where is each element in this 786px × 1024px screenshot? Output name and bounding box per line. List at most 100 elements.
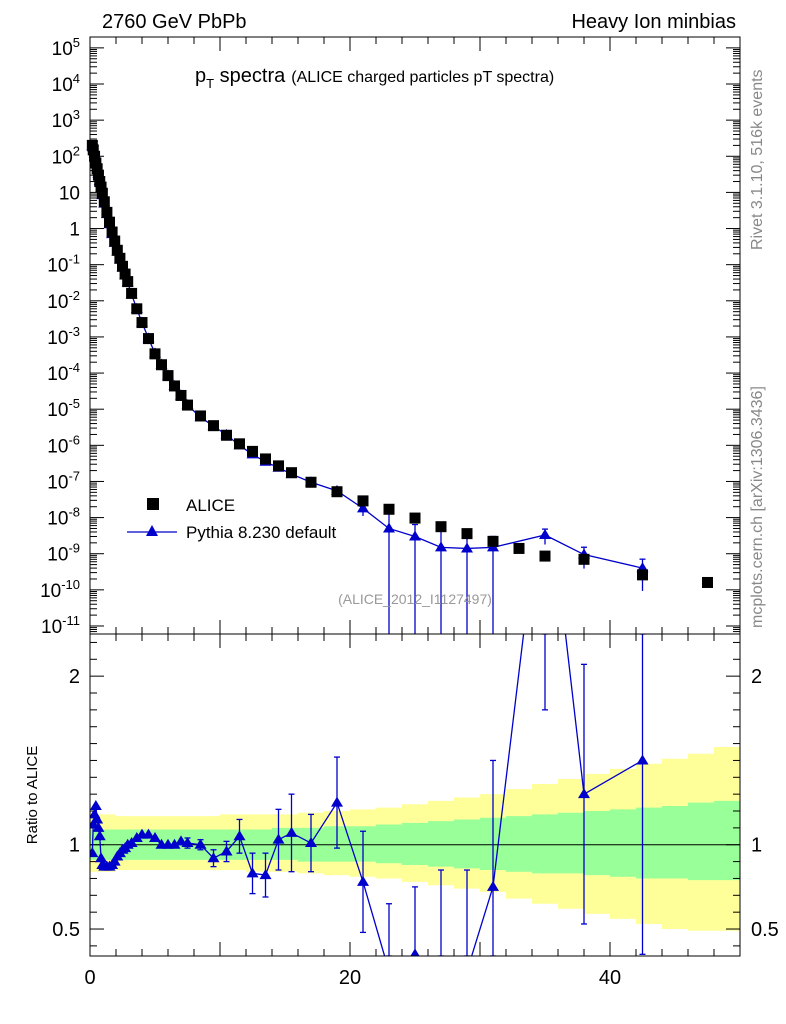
mc-point bbox=[409, 530, 421, 541]
header-right: Heavy Ion minbias bbox=[571, 11, 736, 33]
data-point bbox=[702, 576, 713, 588]
y-tick-label: 104 bbox=[52, 71, 80, 96]
data-point bbox=[169, 380, 180, 392]
data-point bbox=[114, 252, 126, 264]
ratio-point bbox=[578, 788, 590, 799]
legend-mc-label: Pythia 8.230 default bbox=[186, 523, 337, 542]
data-point bbox=[156, 359, 167, 371]
ratio-point bbox=[383, 965, 395, 975]
ratio-point bbox=[410, 948, 420, 956]
data-point bbox=[221, 429, 232, 441]
y-tick-label: 10-10 bbox=[40, 577, 80, 602]
ratio-plot-frame bbox=[89, 633, 741, 957]
y-tick-label: 102 bbox=[52, 143, 80, 168]
data-point bbox=[435, 521, 447, 533]
mc-point bbox=[461, 542, 473, 553]
ratio-point bbox=[357, 875, 369, 886]
data-point bbox=[111, 244, 123, 256]
data-point bbox=[96, 187, 108, 199]
data-point bbox=[131, 303, 143, 315]
ratio-point bbox=[435, 965, 447, 975]
y-tick-label: 10-11 bbox=[41, 613, 80, 638]
data-point bbox=[92, 169, 104, 181]
x-tick-label: 0 bbox=[84, 967, 95, 989]
data-point bbox=[409, 512, 421, 524]
data-point bbox=[383, 503, 395, 515]
data-point bbox=[305, 476, 317, 488]
data-point bbox=[195, 410, 206, 422]
ratio-point bbox=[636, 754, 649, 765]
data-point bbox=[234, 438, 245, 450]
ratio-point bbox=[130, 831, 143, 842]
y-tick-label: 10-1 bbox=[47, 252, 80, 277]
ratio-point bbox=[331, 796, 343, 807]
data-point bbox=[109, 235, 121, 247]
ratio-point bbox=[220, 845, 233, 856]
ratio-y-tick-label-right: 1 bbox=[751, 835, 762, 857]
data-point bbox=[182, 399, 193, 411]
ratio-point bbox=[259, 869, 272, 880]
data-point bbox=[637, 569, 648, 581]
ratio-point bbox=[168, 838, 181, 849]
y-tick-label: 10-5 bbox=[47, 396, 80, 421]
data-point bbox=[119, 268, 131, 280]
ratio-point bbox=[125, 837, 138, 848]
rivet-label: Rivet 3.1.10, 516k events bbox=[749, 69, 766, 250]
y-tick-label: 10-4 bbox=[47, 360, 80, 385]
mc-point bbox=[357, 502, 369, 513]
ratio-point bbox=[93, 830, 106, 841]
header-left: 2760 GeV PbPb bbox=[102, 11, 247, 33]
axis-ticks: 0 20 4010510410310210110-110-210-310-410-5… bbox=[40, 35, 779, 989]
y-tick-label: 10-3 bbox=[47, 324, 80, 349]
data-point bbox=[126, 287, 138, 299]
ratio-point bbox=[194, 838, 207, 849]
data-point bbox=[98, 196, 110, 208]
legend: ALICE Pythia 8.230 default bbox=[127, 496, 337, 542]
ratio-y-tick-label-right: 2 bbox=[751, 666, 762, 688]
ratio-point bbox=[539, 451, 551, 461]
data-point bbox=[95, 181, 107, 193]
mc-ratio-series bbox=[90, 451, 649, 975]
mc-point bbox=[383, 522, 395, 533]
ratio-point bbox=[91, 813, 104, 824]
ratio-point bbox=[175, 835, 187, 846]
data-point bbox=[247, 445, 258, 457]
legend-data-label: ALICE bbox=[186, 496, 235, 515]
plot-title: pT spectra (ALICE charged particles pT sp… bbox=[195, 65, 554, 91]
ratio-point bbox=[181, 837, 194, 848]
ratio-y-label: Ratio to ALICE bbox=[24, 746, 41, 844]
data-point bbox=[357, 495, 369, 507]
data-point bbox=[117, 260, 128, 272]
data-point bbox=[162, 370, 174, 382]
data-point bbox=[513, 542, 525, 554]
data-point bbox=[136, 317, 148, 329]
ratio-y-tick-label-right: 0.5 bbox=[751, 919, 779, 941]
data-point bbox=[461, 528, 473, 540]
data-point bbox=[106, 226, 118, 238]
data-point bbox=[331, 486, 343, 498]
ratio-point bbox=[285, 826, 298, 837]
ratio-point bbox=[272, 833, 285, 844]
ratio-point bbox=[149, 831, 161, 842]
data-point bbox=[286, 467, 297, 479]
y-tick-label: 10-8 bbox=[47, 505, 80, 530]
analysis-watermark: (ALICE_2012_I1127497) bbox=[338, 591, 492, 607]
data-point bbox=[89, 150, 101, 162]
data-point bbox=[578, 553, 590, 565]
y-tick-label: 10-9 bbox=[47, 541, 80, 566]
data-point bbox=[87, 144, 99, 156]
data-point bbox=[149, 348, 161, 360]
ratio-point bbox=[90, 847, 99, 858]
x-tick-label: 40 bbox=[599, 967, 621, 989]
x-tick-label: 20 bbox=[339, 967, 361, 989]
y-tick-label: 1 bbox=[69, 220, 80, 241]
ratio-band-inner bbox=[90, 800, 740, 881]
ratio-point bbox=[95, 852, 108, 863]
legend-mc-marker bbox=[146, 525, 158, 536]
data-point bbox=[90, 157, 102, 169]
ratio-point bbox=[246, 867, 259, 878]
ratio-y-tick-label: 0.5 bbox=[52, 919, 80, 941]
legend-data-marker bbox=[147, 498, 159, 510]
y-tick-label: 105 bbox=[52, 35, 80, 60]
